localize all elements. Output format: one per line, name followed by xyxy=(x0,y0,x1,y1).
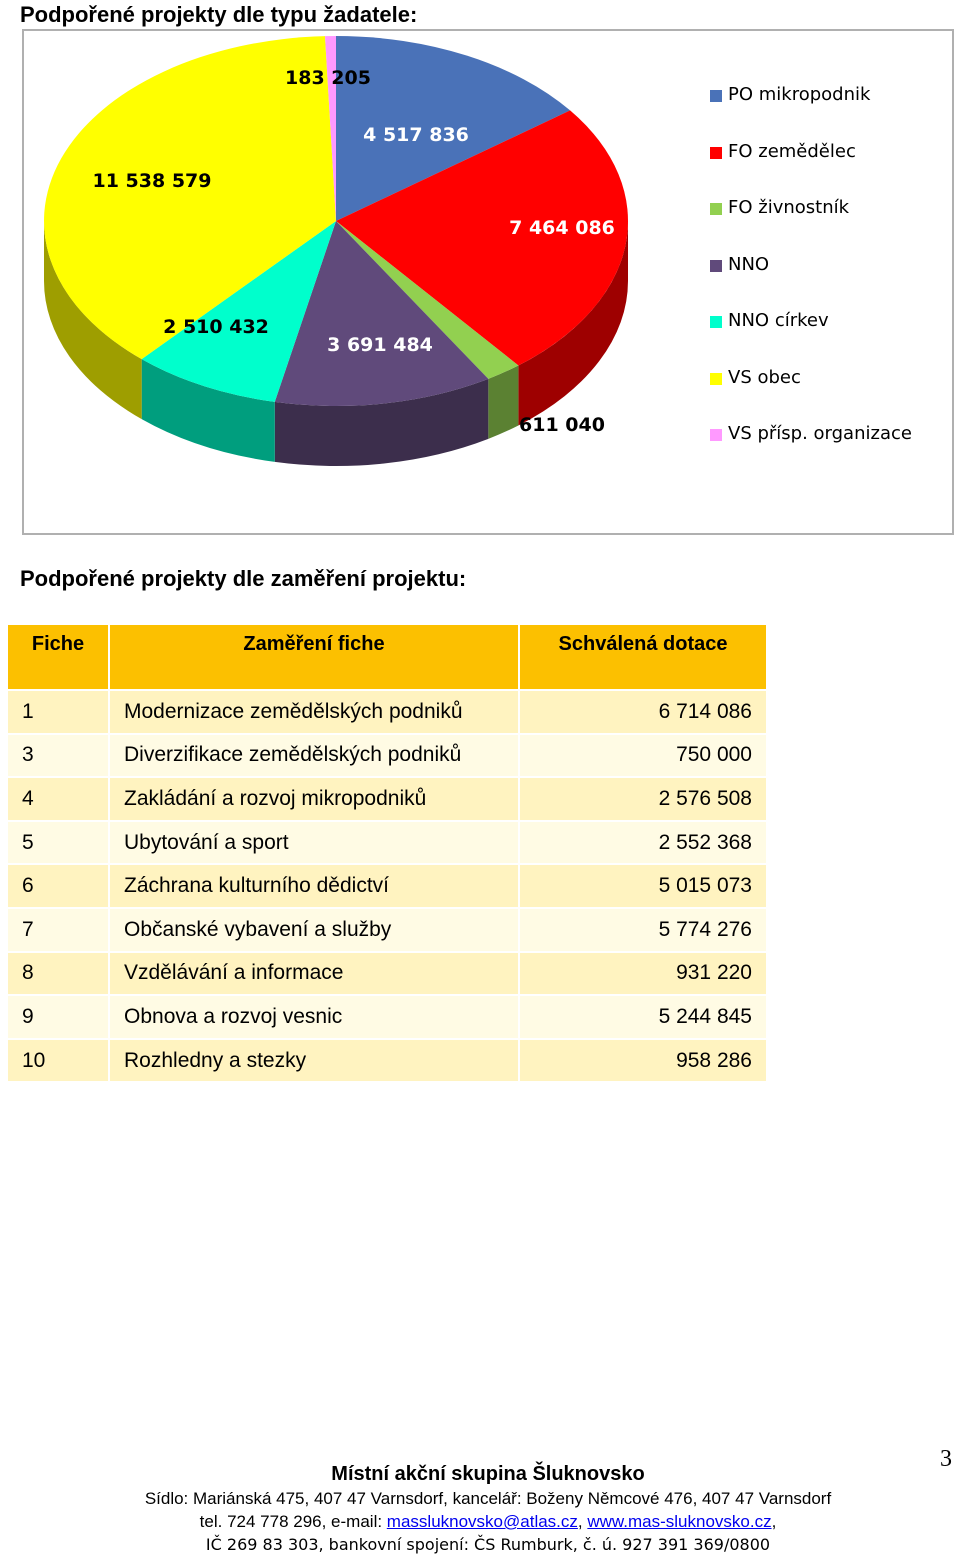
subsidy-cell: 958 286 xyxy=(520,1039,766,1082)
legend-label: NNO církev xyxy=(728,310,829,331)
footer-org-name: Místní akční skupina Šluknovsko xyxy=(331,1463,645,1485)
pie-slice xyxy=(44,36,336,360)
chart-legend: PO mikropodnik FO zemědělec FO živnostník N… xyxy=(710,81,912,477)
legend-item: FO zemědělec xyxy=(710,138,912,195)
fiche-number-cell: 10 xyxy=(8,1039,108,1082)
fiche-number-cell: 3 xyxy=(8,734,108,777)
table-row: 6 Záchrana kulturního dědictví 5 015 073 xyxy=(8,865,766,907)
project-focus-heading: Podpořené projekty dle zaměření projektu… xyxy=(20,566,467,591)
pie-slice-side xyxy=(518,221,628,426)
pie-slice-side xyxy=(44,221,142,420)
legend-label: VS přísp. organizace xyxy=(728,423,912,444)
legend-item: NNO církev xyxy=(710,307,912,364)
fiche-focus-cell: Ubytování a sport xyxy=(110,821,518,864)
pie-slice-side xyxy=(141,359,275,462)
footer-address: Sídlo: Mariánská 475, 407 47 Varnsdorf, … xyxy=(144,1489,832,1508)
fiche-number-cell: 7 xyxy=(8,908,108,951)
fiche-number-cell: 1 xyxy=(8,691,108,733)
legend-swatch xyxy=(710,372,722,385)
pie-data-label: 11 538 579 xyxy=(93,170,212,192)
pie-slice-side xyxy=(488,365,519,439)
legend-swatch xyxy=(710,429,722,441)
legend-label: VS obec xyxy=(728,366,801,388)
pie-slice xyxy=(336,36,571,221)
pie-slice-side xyxy=(274,378,489,466)
legend-item: VS obec xyxy=(710,364,912,421)
table-row: 1 Modernizace zemědělských podniků 6 714 0… xyxy=(8,691,766,733)
pie-data-label: 4 517 836 xyxy=(363,124,469,146)
pie-slice xyxy=(324,36,336,221)
fiche-focus-cell: Rozhledny a stezky xyxy=(110,1039,518,1082)
table-header-row: Fiche Zaměření fiche Schválená dotace xyxy=(8,625,766,689)
footer-contact: tel. 724 778 296, e-mail: massluknovsko@… xyxy=(0,1510,960,1533)
footer-web-suffix: , xyxy=(771,1512,777,1531)
legend-label: FO živnostník xyxy=(728,197,850,218)
pie-slice xyxy=(336,221,519,379)
legend-item: VS přísp. organizace xyxy=(710,420,912,477)
table-row: 5 Ubytování a sport 2 552 368 xyxy=(8,821,766,864)
fiche-focus-cell: Modernizace zemědělských podniků xyxy=(110,691,518,733)
pie-data-label: 7 464 086 xyxy=(509,217,615,239)
fiche-number-cell: 9 xyxy=(8,996,108,1038)
fiche-focus-cell: Obnova a rozvoj vesnic xyxy=(110,996,518,1038)
fiche-number-cell: 8 xyxy=(8,952,108,995)
fiche-focus-cell: Zakládání a rozvoj mikropodniků xyxy=(110,778,518,820)
subsidy-cell: 5 244 845 xyxy=(520,996,766,1038)
pie-slice xyxy=(336,110,628,366)
footer-separator: , xyxy=(577,1512,588,1531)
subsidy-cell: 6 714 086 xyxy=(520,691,766,733)
legend-label: PO mikropodnik xyxy=(728,84,871,105)
subsidy-cell: 2 576 508 xyxy=(520,778,766,820)
pie-data-label: 183 205 xyxy=(285,67,371,89)
legend-item: FO živnostník xyxy=(710,194,912,251)
pie-data-label: 2 510 432 xyxy=(163,316,269,338)
pie-chart: 4 517 836 7 464 086 611 040 3 691 484 2 510 … xyxy=(44,36,628,466)
legend-swatch xyxy=(710,316,722,328)
fiche-number-cell: 6 xyxy=(8,865,108,907)
subsidy-cell: 931 220 xyxy=(520,952,766,995)
pie-data-label: 3 691 484 xyxy=(327,334,433,356)
subsidy-cell: 5 015 073 xyxy=(520,865,766,907)
fiche-number-cell: 5 xyxy=(8,821,108,864)
legend-item: PO mikropodnik xyxy=(710,81,912,138)
pie-slice xyxy=(274,221,489,406)
fiche-number-cell: 4 xyxy=(8,778,108,820)
legend-swatch xyxy=(710,90,722,102)
table-row: 9 Obnova a rozvoj vesnic 5 244 845 xyxy=(8,996,766,1038)
web-link[interactable]: www.mas-sluknovsko.cz xyxy=(587,1512,772,1531)
legend-item: NNO xyxy=(710,251,912,308)
fiche-focus-cell: Vzdělávání a informace xyxy=(110,952,518,995)
pie-chart-frame: 4 517 836 7 464 086 611 040 3 691 484 2 510 … xyxy=(22,29,954,535)
legend-swatch xyxy=(710,203,722,215)
fiche-focus-cell: Diverzifikace zemědělských podniků xyxy=(110,734,518,777)
applicant-type-heading: Podpořené projekty dle typu žadatele: xyxy=(20,2,418,27)
pie-data-label: 611 040 xyxy=(519,414,605,436)
column-header-focus: Zaměření fiche xyxy=(110,625,518,689)
fiche-focus-cell: Občanské vybavení a služby xyxy=(110,908,518,951)
column-header-fiche: Fiche xyxy=(8,625,108,689)
table-row: 8 Vzdělávání a informace 931 220 xyxy=(8,952,766,995)
table-row: 10 Rozhledny a stezky 958 286 xyxy=(8,1039,766,1082)
column-header-subsidy: Schválená dotace xyxy=(520,625,766,689)
footer-tel: tel. 724 778 296, e-mail: xyxy=(199,1512,387,1531)
footer: Místní akční skupina Šluknovsko Sídlo: M… xyxy=(0,1461,960,1556)
footer-bank-info: IČ 269 83 303, bankovní spojení: ČS Rumb… xyxy=(205,1535,771,1554)
legend-label: NNO xyxy=(728,253,770,275)
fiche-focus-cell: Záchrana kulturního dědictví xyxy=(110,865,518,907)
pie-slice xyxy=(141,221,336,402)
subsidy-cell: 750 000 xyxy=(520,734,766,777)
email-link[interactable]: massluknovsko@atlas.cz xyxy=(386,1512,578,1531)
page-number: 3 xyxy=(940,1446,952,1472)
subsidy-cell: 2 552 368 xyxy=(520,821,766,864)
table-row: 7 Občanské vybavení a služby 5 774 276 xyxy=(8,908,766,951)
subsidy-cell: 5 774 276 xyxy=(520,908,766,951)
legend-swatch xyxy=(710,146,722,159)
legend-label: FO zemědělec xyxy=(728,140,856,162)
legend-swatch xyxy=(710,259,722,272)
table-row: 3 Diverzifikace zemědělských podniků 750 0… xyxy=(8,734,766,777)
table-row: 4 Zakládání a rozvoj mikropodniků 2 576 50… xyxy=(8,778,766,820)
